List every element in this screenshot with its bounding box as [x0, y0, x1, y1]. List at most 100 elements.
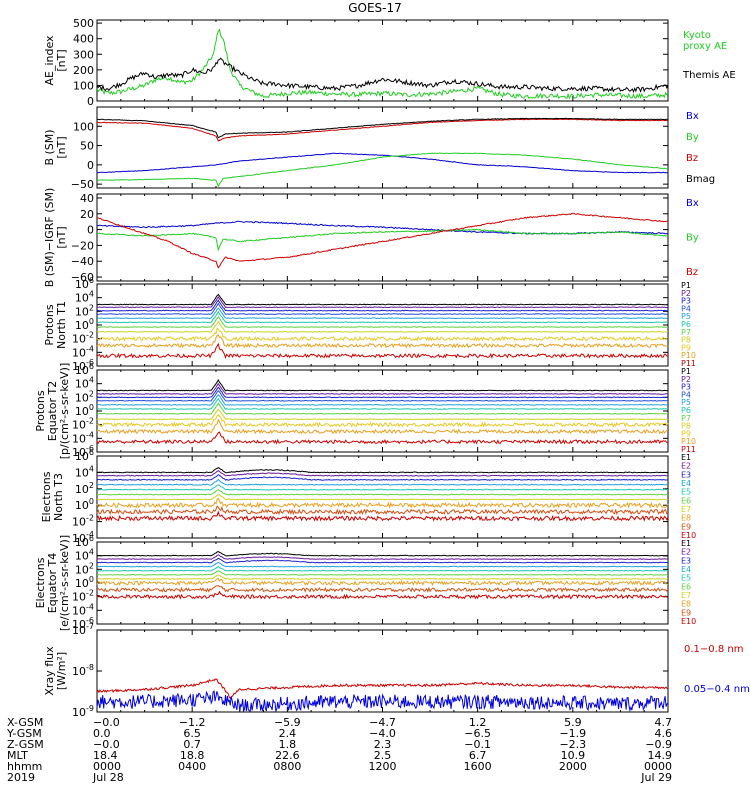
series-line	[96, 212, 669, 269]
legend-label: 0.1−0.8 nm	[684, 644, 743, 655]
legend-label: 0.05−0.4 nm	[684, 684, 750, 695]
tick-base: 10	[72, 665, 86, 678]
y-label-line: [W/m²]	[55, 652, 68, 690]
channel-label: P7	[681, 414, 691, 423]
tick-base: 10	[75, 499, 89, 512]
orbit-cell: 0000	[644, 760, 672, 773]
y-tick-label: 104	[75, 290, 94, 305]
tick-base: 10	[72, 432, 86, 445]
channel-label: P8	[681, 422, 691, 431]
y-label-line: Equator T2	[46, 381, 59, 441]
orbit-cell: 0.0	[93, 727, 111, 740]
tick-exponent: 6	[89, 362, 94, 371]
channel-line	[96, 382, 669, 395]
orbit-cell: −5.9	[274, 716, 301, 729]
channel-label: P3	[681, 383, 691, 392]
legend-label: Bx	[686, 111, 699, 122]
tick-exponent: 0	[89, 403, 94, 412]
tick-base: 10	[72, 419, 86, 432]
y-tick-label: 400	[73, 33, 94, 46]
y-label-line: Xray flux	[43, 646, 56, 696]
series-line	[96, 28, 669, 100]
y-axis-label: B (SM)−IGRF (SM)[nT]	[43, 188, 68, 288]
orbit-cell: 0.7	[183, 738, 201, 751]
channel-label: P5	[681, 398, 691, 407]
tick-base: 10	[75, 378, 89, 391]
orbit-cell: −4.0	[369, 727, 396, 740]
tick-exponent: 6	[89, 534, 94, 543]
tick-base: 10	[72, 333, 86, 346]
legend-label: By	[686, 233, 699, 244]
channel-line	[96, 310, 669, 324]
panel-bsm: −50 0 50 100 B (SM)[nT] Bx By Bz Bmag	[43, 106, 715, 191]
channel-label: E6	[681, 496, 691, 505]
series-line	[96, 118, 668, 142]
orbit-cell: −0.0	[93, 738, 120, 751]
y-tick-label: 0	[87, 224, 94, 237]
channel-label: P2	[681, 289, 691, 298]
channel-label: P7	[681, 328, 691, 337]
channel-label: P9	[681, 429, 691, 438]
y-axis-label: Xray flux[W/m²]	[43, 646, 68, 696]
y-label-line: [p/(cm²-s-sr-keV)]	[58, 363, 71, 460]
y-label-line: [nT]	[55, 226, 68, 248]
channel-line	[96, 467, 668, 474]
channel-label: E4	[681, 479, 691, 488]
orbit-row-label: X-GSM	[7, 716, 43, 729]
y-tick-label: 106	[75, 534, 94, 549]
channel-label: P6	[681, 406, 691, 415]
y-tick-label: 10-4	[72, 344, 94, 359]
orbit-cell: 18.8	[180, 749, 205, 762]
channel-label: E6	[681, 582, 691, 591]
y-tick-label: 200	[73, 64, 94, 77]
channel-label: E8	[681, 600, 691, 609]
y-tick-label: 10-6	[72, 358, 94, 373]
y-tick-label: 0	[87, 95, 94, 108]
y-tick-label: 106	[75, 362, 94, 377]
orbit-cell: 14.9	[648, 749, 673, 762]
channel-label: E3	[681, 556, 691, 565]
y-tick-label: 50	[80, 140, 94, 153]
tick-base: 10	[75, 364, 89, 377]
channel-line	[96, 561, 669, 568]
series-line	[96, 57, 669, 94]
channel-line	[96, 431, 669, 445]
y-label-line: Electrons	[40, 471, 53, 522]
channel-label: P10	[681, 437, 696, 446]
channel-line	[96, 505, 669, 516]
tick-exponent: 4	[89, 548, 94, 557]
channel-label: E5	[681, 488, 691, 497]
tick-exponent: 2	[89, 389, 94, 398]
channel-line	[96, 408, 669, 421]
y-label-line: North T1	[55, 301, 68, 349]
tick-exponent: -6	[86, 358, 94, 367]
y-tick-label: 10-2	[72, 514, 94, 529]
y-tick-label: 106	[75, 448, 94, 463]
y-axis-label: B (SM)[nT]	[43, 129, 68, 165]
channel-line	[97, 478, 669, 486]
y-axis-label: AE_index[nT]	[43, 35, 68, 86]
channel-line	[96, 551, 669, 557]
orbit-row-label: hhmm	[7, 760, 42, 773]
tick-base: 10	[72, 706, 86, 719]
tick-exponent: -2	[86, 331, 94, 340]
orbit-row-label: Z-GSM	[7, 738, 44, 751]
channel-line	[96, 394, 669, 406]
series-line	[96, 228, 669, 252]
y-tick-label: 106	[75, 276, 94, 291]
legend-label: Bz	[686, 267, 698, 278]
channel-line	[96, 474, 668, 481]
tick-exponent: -2	[86, 589, 94, 598]
orbit-cell: 10.9	[561, 749, 586, 762]
channel-line	[96, 386, 669, 399]
channel-line	[96, 316, 669, 328]
channel-label: E4	[681, 565, 691, 574]
series-line	[96, 690, 669, 713]
y-label-line: North T3	[52, 473, 65, 521]
tick-base: 10	[75, 305, 89, 318]
channel-line	[96, 590, 669, 600]
y-tick-label: 10-8	[72, 663, 94, 678]
channel-line	[96, 378, 669, 392]
